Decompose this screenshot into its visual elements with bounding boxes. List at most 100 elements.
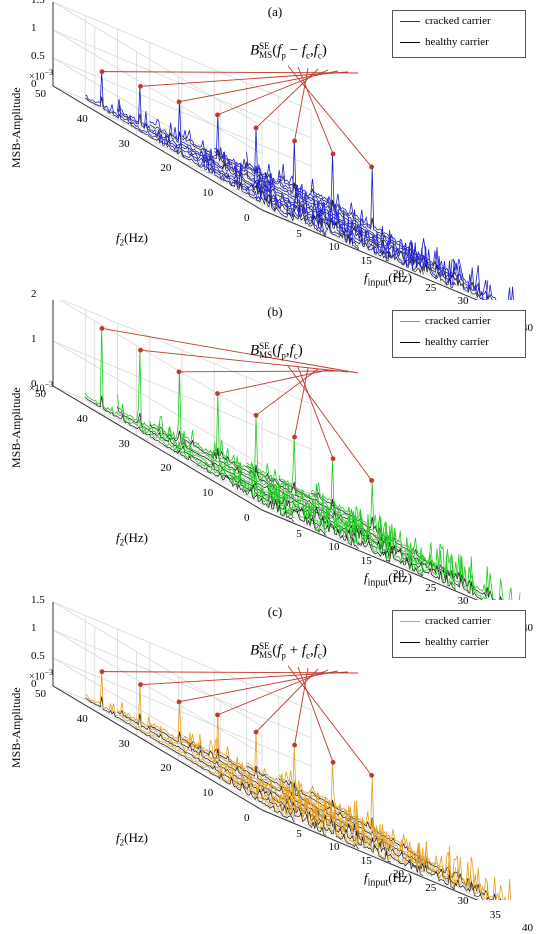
peak-marker (369, 478, 375, 483)
cracked-trace-10hz (117, 85, 327, 235)
z-tick-label: 0 (31, 378, 37, 390)
f2-tick-label: 40 (76, 412, 88, 425)
f2-tick-label: 50 (35, 88, 46, 100)
legend-label-cracked: cracked carrier (425, 15, 491, 27)
f2-tick-label: 0 (244, 812, 250, 824)
f2-axis-line (52, 385, 263, 511)
finput-tick-label: 20 (393, 268, 404, 280)
legend: cracked carrier healthy carrier (392, 10, 526, 58)
f2-tick-label: 20 (160, 162, 172, 175)
legend-swatch-cracked (400, 21, 420, 22)
chart-panel-2: (b) cracked carrier healthy carrier B SE MS (f… (0, 288, 550, 634)
legend-swatch-healthy (400, 642, 420, 643)
peak-marker (253, 412, 259, 418)
finput-tick-label: 5 (296, 527, 302, 540)
healthy-trace-10hz (117, 107, 327, 236)
y-axis-label: MSB-Amplitude (9, 687, 23, 768)
peak-marker (215, 712, 220, 718)
z-tick-label: 0 (31, 78, 37, 90)
healthy-trace-20hz (181, 137, 392, 262)
annotation-arrow (140, 349, 349, 373)
chart-svg (52, 601, 512, 900)
panel-title: (c) (267, 604, 283, 619)
legend-label-healthy: healthy carrier (425, 336, 489, 348)
annotation-arrow (217, 69, 329, 116)
cracked-trace-35hz (278, 458, 489, 600)
finput-tick-label: 40 (522, 922, 533, 934)
finput-axis-line (261, 809, 479, 900)
cracked-trace-5hz (84, 328, 295, 519)
z-tick-label: 1 (31, 333, 37, 345)
finput-tick-label: 30 (457, 895, 469, 907)
bispectrum-annotation: B SE MS (fp,fc) (250, 341, 303, 361)
z-tick-label: 0.5 (31, 650, 45, 662)
cracked-trace-15hz (149, 702, 360, 847)
bispectrum-annotation: B SE MS (fp − fc,fc) (250, 41, 327, 61)
legend-entry-healthy: healthy carrier (393, 32, 525, 53)
z-tick-label: 0.5 (31, 50, 45, 62)
f2-tick-label: 50 (35, 688, 46, 700)
annotation-arrow (255, 368, 319, 416)
f2-tick-label: 40 (76, 112, 88, 125)
peak-marker (138, 682, 143, 688)
f2-axis-line (52, 685, 263, 811)
cracked-trace-5hz (85, 71, 295, 218)
finput-tick-label: 10 (328, 841, 340, 853)
annotation-arrow (217, 369, 329, 395)
cracked-trace-40hz (310, 480, 521, 600)
legend: cracked carrier healthy carrier (392, 610, 526, 658)
peak-marker (253, 125, 259, 131)
legend-label-cracked: cracked carrier (425, 315, 491, 327)
peak-marker (176, 369, 182, 375)
finput-tick-label: 20 (393, 868, 404, 880)
legend-entry-healthy: healthy carrier (393, 332, 525, 353)
annotation-arrow (101, 327, 359, 374)
cracked-trace-15hz (149, 372, 360, 547)
peak-marker (369, 772, 375, 778)
y-axis-exponent: ×10−3 (29, 68, 54, 83)
cracked-trace-20hz (181, 715, 392, 862)
healthy-trace-20hz (181, 437, 392, 563)
f2-tick-label: 40 (76, 712, 88, 725)
legend-label-healthy: healthy carrier (425, 36, 489, 48)
annotation-arrow (255, 68, 319, 129)
finput-tick-label: 15 (360, 554, 372, 567)
y-axis-exponent: ×10−3 (29, 380, 54, 395)
annotation-arrow (297, 666, 334, 763)
peak-marker (99, 69, 105, 75)
legend-label-cracked: cracked carrier (425, 615, 491, 627)
annotation-arrow (287, 365, 372, 481)
annotation-arrow (101, 71, 359, 74)
peak-marker (99, 669, 105, 675)
chart-panel-1: (a) cracked carrier healthy carrier B SE MS (f… (0, 0, 550, 334)
healthy-trace-35hz (278, 478, 484, 600)
z-tick-label: 1 (31, 622, 37, 634)
annotation-indices: SE MS (259, 341, 273, 360)
f2-axis-label: f2(Hz) (116, 230, 148, 248)
annotation-arrow (287, 665, 372, 776)
f2-tick-label: 10 (202, 487, 214, 500)
legend-swatch-cracked (400, 621, 420, 622)
chart-panel-3: (c) cracked carrier healthy carrier B SE MS (f… (0, 594, 550, 934)
legend-swatch-cracked (400, 321, 420, 322)
finput-axis-line (261, 209, 479, 300)
z-tick-label: 2 (31, 288, 37, 300)
legend-entry-cracked: cracked carrier (393, 611, 525, 632)
finput-tick-label: 5 (296, 227, 302, 240)
panel-title: (a) (267, 4, 283, 19)
finput-tick-label: 15 (360, 254, 372, 267)
f2-tick-label: 0 (244, 212, 250, 224)
annotation-arrow (179, 370, 339, 373)
healthy-trace-5hz (85, 696, 295, 823)
finput-tick-label: 25 (425, 881, 437, 894)
f2-axis-line (52, 85, 263, 211)
finput-tick-label: 30 (457, 295, 469, 307)
z-tick-label: 1.5 (31, 0, 45, 6)
peak-marker (215, 391, 220, 396)
finput-axis-label: finput(Hz) (364, 270, 413, 289)
healthy-trace-40hz (310, 791, 502, 900)
legend-entry-cracked: cracked carrier (393, 11, 525, 32)
healthy-trace-40hz (310, 491, 503, 600)
annotation-arrow (294, 367, 309, 438)
peak-marker (292, 138, 297, 144)
